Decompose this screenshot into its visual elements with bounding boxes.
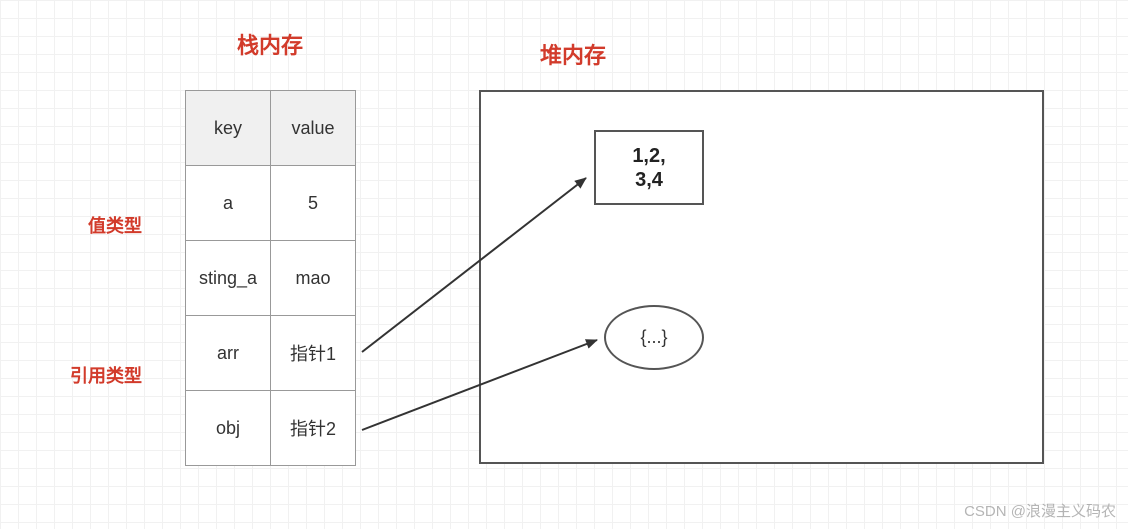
cell-value: 5 bbox=[271, 166, 356, 241]
table-row: a 5 bbox=[186, 166, 356, 241]
header-value: value bbox=[271, 91, 356, 166]
cell-key: a bbox=[186, 166, 271, 241]
watermark: CSDN @浪漫主义码农 bbox=[964, 500, 1116, 521]
header-key: key bbox=[186, 91, 271, 166]
table-header-row: key value bbox=[186, 91, 356, 166]
cell-value: 指针1 bbox=[271, 316, 356, 391]
heap-array-line2: 3,4 bbox=[635, 169, 663, 191]
value-type-label: 值类型 bbox=[88, 212, 142, 238]
cell-key: arr bbox=[186, 316, 271, 391]
cell-key: obj bbox=[186, 391, 271, 466]
heap-array-line1: 1,2, bbox=[632, 145, 665, 167]
table-row: arr 指针1 bbox=[186, 316, 356, 391]
table-row: sting_a mao bbox=[186, 241, 356, 316]
heap-array-node: 1,2, 3,4 bbox=[594, 130, 704, 205]
stack-title: 栈内存 bbox=[237, 28, 303, 60]
cell-key: sting_a bbox=[186, 241, 271, 316]
heap-object-text: {...} bbox=[640, 327, 667, 348]
stack-table: key value a 5 sting_a mao arr 指针1 obj 指针… bbox=[185, 90, 356, 466]
heap-object-node: {...} bbox=[604, 305, 704, 370]
ref-type-label: 引用类型 bbox=[70, 362, 142, 388]
cell-value: mao bbox=[271, 241, 356, 316]
table-row: obj 指针2 bbox=[186, 391, 356, 466]
cell-value: 指针2 bbox=[271, 391, 356, 466]
heap-box bbox=[479, 90, 1044, 464]
heap-title: 堆内存 bbox=[540, 38, 606, 70]
